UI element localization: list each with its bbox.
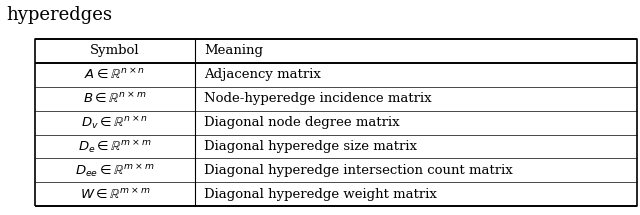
Text: $D_v \in \mathbb{R}^{n \times n}$: $D_v \in \mathbb{R}^{n \times n}$ bbox=[81, 114, 148, 131]
Text: Diagonal hyperedge intersection count matrix: Diagonal hyperedge intersection count ma… bbox=[204, 164, 513, 177]
Text: $D_e \in \mathbb{R}^{m \times m}$: $D_e \in \mathbb{R}^{m \times m}$ bbox=[78, 138, 152, 155]
Text: $A \in \mathbb{R}^{n \times n}$: $A \in \mathbb{R}^{n \times n}$ bbox=[84, 67, 145, 82]
Text: Meaning: Meaning bbox=[204, 44, 263, 57]
Text: $W \in \mathbb{R}^{m \times m}$: $W \in \mathbb{R}^{m \times m}$ bbox=[79, 187, 150, 202]
Text: Diagonal hyperedge weight matrix: Diagonal hyperedge weight matrix bbox=[204, 188, 437, 201]
Text: Diagonal node degree matrix: Diagonal node degree matrix bbox=[204, 116, 400, 129]
Text: Node-hyperedge incidence matrix: Node-hyperedge incidence matrix bbox=[204, 92, 432, 105]
Text: Symbol: Symbol bbox=[90, 44, 140, 57]
Text: Diagonal hyperedge size matrix: Diagonal hyperedge size matrix bbox=[204, 140, 417, 153]
Text: $B \in \mathbb{R}^{n \times m}$: $B \in \mathbb{R}^{n \times m}$ bbox=[83, 91, 147, 106]
Text: $D_{ee} \in \mathbb{R}^{m \times m}$: $D_{ee} \in \mathbb{R}^{m \times m}$ bbox=[76, 162, 155, 179]
Text: hyperedges: hyperedges bbox=[6, 6, 113, 25]
Text: Adjacency matrix: Adjacency matrix bbox=[204, 68, 321, 81]
